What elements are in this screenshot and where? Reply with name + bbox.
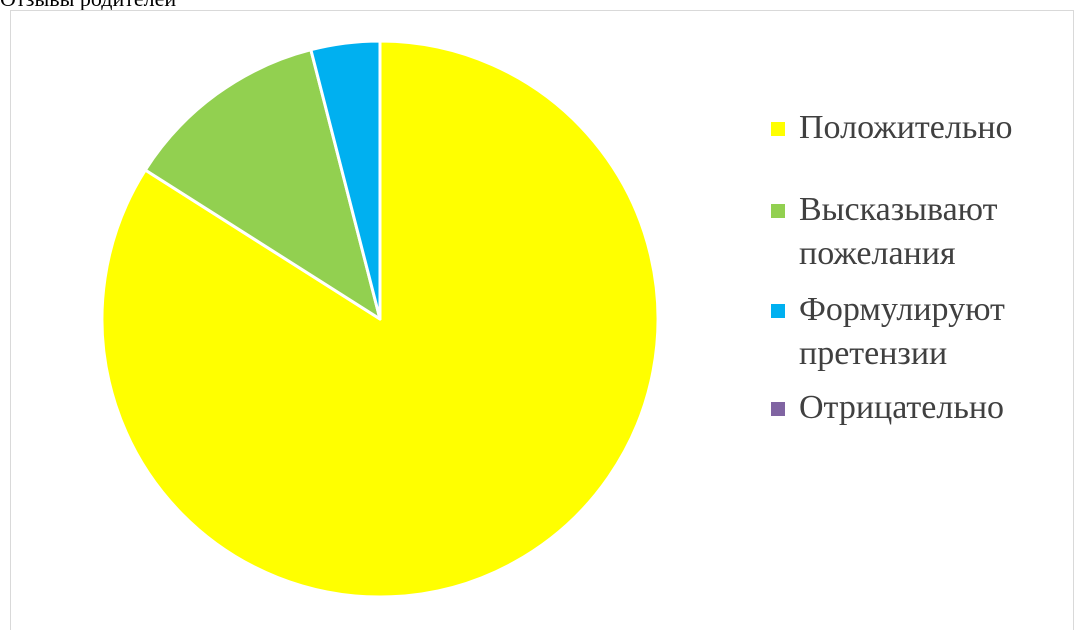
legend-item-claims: Формулируют претензии	[771, 288, 1071, 376]
legend-label-negative: Отрицательно	[799, 389, 1005, 426]
pie-slice-wishes	[143, 48, 382, 321]
legend-swatch-negative	[771, 402, 785, 416]
legend-swatch-wishes	[771, 204, 785, 218]
chart-legend: Положительно Высказывают пожелания Форму…	[771, 106, 1071, 430]
legend-swatch-claims	[771, 304, 785, 318]
legend-label-wishes-line-2: пожелания	[799, 235, 956, 272]
document-heading-fragment: Отзывы родителей	[0, 0, 176, 12]
legend-item-wishes: Высказывают пожелания	[771, 188, 1071, 276]
legend-swatch-positive	[771, 122, 785, 136]
legend-item-positive: Положительно	[771, 106, 1071, 150]
legend-label-claims-line-1: Формулируют	[799, 291, 1005, 328]
legend-label-wishes-line-1: Высказывают	[799, 191, 998, 228]
pie-slices	[100, 39, 660, 599]
legend-label-positive: Положительно	[799, 109, 1013, 146]
chart-area	[10, 10, 1074, 630]
pie-slice-claims	[309, 39, 382, 321]
legend-item-negative: Отрицательно	[771, 386, 1071, 430]
legend-label-claims-line-2: претензии	[799, 335, 948, 372]
